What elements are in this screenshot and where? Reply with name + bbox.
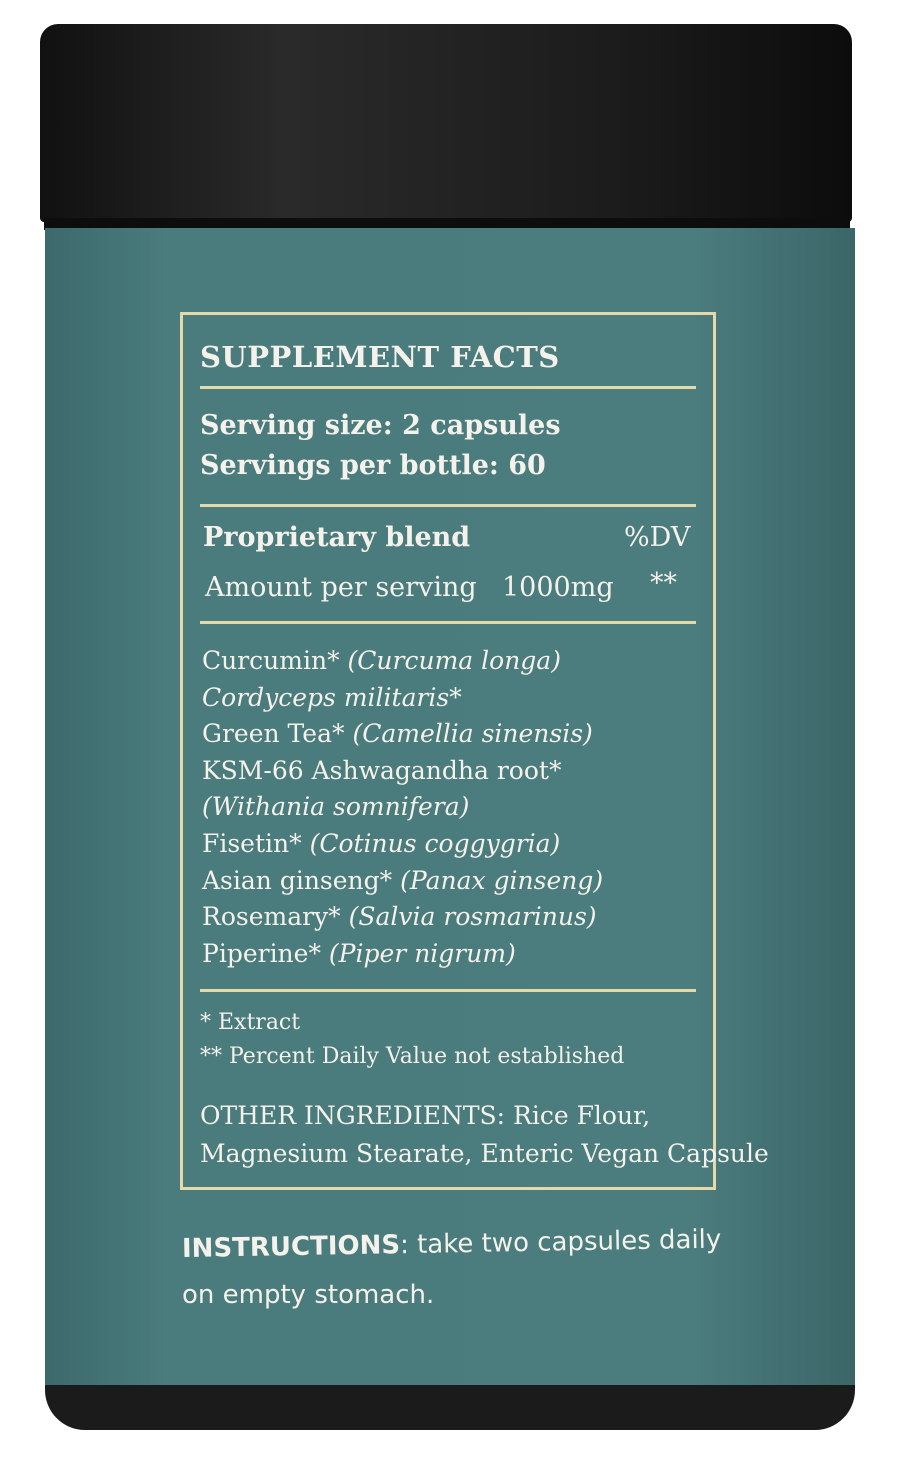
ingredient-item: Piperine* (Piper nigrum) <box>202 939 516 968</box>
ingredient-latin-name: (Panax ginseng) <box>400 865 604 895</box>
instructions-text: : take two capsules daily <box>399 1224 722 1261</box>
divider <box>200 504 696 507</box>
bottle-lid <box>40 24 852 222</box>
other-ingredients-line2: Magnesium Stearate, Enteric Vegan Capsul… <box>200 1139 769 1168</box>
amount-value: 1000mg <box>502 572 614 603</box>
ingredient-name: Fisetin* <box>202 829 302 858</box>
ingredient-latin-name: (Piper nigrum) <box>328 938 516 968</box>
ingredient-latin-name: (Curcuma longa) <box>347 646 561 675</box>
ingredient-name: KSM-66 Ashwagandha root* <box>202 755 562 785</box>
amount-dv: ** <box>650 568 677 599</box>
instructions-heading: INSTRUCTIONS <box>181 1230 401 1264</box>
divider <box>200 989 696 992</box>
ingredient-item: Curcumin* (Curcuma longa) <box>202 646 561 675</box>
footnote-dv: ** Percent Daily Value not established <box>200 1044 625 1069</box>
ingredient-latin-name: (Cotinus coggygria) <box>309 829 561 858</box>
serving-size: Serving size: 2 capsules <box>200 410 561 441</box>
ingredient-item: Cordyceps militaris* <box>202 683 462 712</box>
facts-title: SUPPLEMENT FACTS <box>200 340 560 374</box>
dv-header: %DV <box>624 522 691 553</box>
ingredient-name: Curcumin* <box>202 646 340 675</box>
blend-label: Proprietary blend <box>203 522 471 553</box>
ingredient-item: Rosemary* (Salvia rosmarinus) <box>202 902 597 931</box>
footnote-extract: * Extract <box>200 1010 301 1035</box>
ingredient-item: Green Tea* (Camellia sinensis) <box>202 719 593 748</box>
ingredient-latin-name: Cordyceps militaris* <box>202 682 462 712</box>
divider <box>200 621 696 624</box>
instructions-line2: on empty stomach. <box>182 1280 435 1310</box>
supplement-facts-panel <box>180 312 716 1190</box>
ingredient-name: Asian ginseng* <box>202 865 393 895</box>
ingredient-item: Fisetin* (Cotinus coggygria) <box>202 829 560 858</box>
ingredient-latin-name: (Withania somnifera) <box>202 792 470 822</box>
bottle-base <box>45 1385 855 1430</box>
ingredient-name: Rosemary* <box>202 902 341 932</box>
ingredient-item: (Withania somnifera) <box>202 792 469 821</box>
ingredient-item: KSM-66 Ashwagandha root* <box>202 756 561 785</box>
other-ingredients-line1: OTHER INGREDIENTS: Rice Flour, <box>200 1101 651 1130</box>
divider <box>200 386 696 389</box>
ingredient-name: Piperine* <box>202 938 321 968</box>
ingredient-latin-name: (Camellia sinensis) <box>352 719 593 749</box>
amount-label: Amount per serving <box>205 572 477 603</box>
ingredient-item: Asian ginseng* (Panax ginseng) <box>202 866 603 895</box>
ingredient-name: Green Tea* <box>202 719 345 749</box>
servings-per-bottle: Servings per bottle: 60 <box>200 450 546 481</box>
lid-rim <box>44 218 850 230</box>
ingredient-latin-name: (Salvia rosmarinus) <box>348 902 597 932</box>
